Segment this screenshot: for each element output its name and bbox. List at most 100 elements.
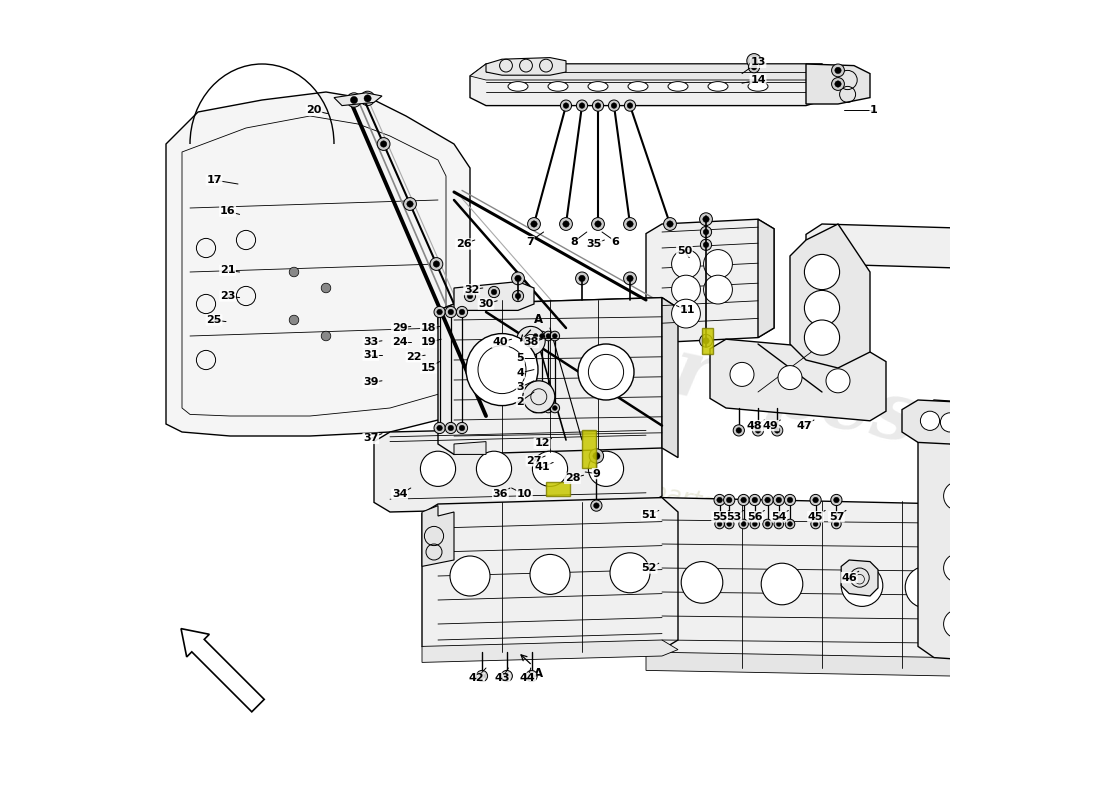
Circle shape bbox=[835, 81, 842, 87]
Circle shape bbox=[778, 366, 802, 390]
Circle shape bbox=[459, 309, 465, 314]
Circle shape bbox=[456, 422, 468, 434]
Polygon shape bbox=[806, 224, 966, 268]
Polygon shape bbox=[470, 64, 838, 106]
Circle shape bbox=[593, 100, 604, 111]
Circle shape bbox=[404, 198, 417, 210]
Circle shape bbox=[804, 320, 839, 355]
Circle shape bbox=[531, 403, 540, 413]
Text: 12: 12 bbox=[535, 438, 550, 448]
Circle shape bbox=[749, 494, 760, 506]
Circle shape bbox=[543, 331, 553, 341]
Text: 5: 5 bbox=[517, 354, 525, 363]
Circle shape bbox=[944, 482, 972, 510]
Circle shape bbox=[407, 201, 414, 207]
Circle shape bbox=[748, 62, 760, 73]
Polygon shape bbox=[710, 339, 886, 421]
Circle shape bbox=[579, 275, 585, 282]
Text: 33: 33 bbox=[363, 338, 378, 347]
Text: 28: 28 bbox=[564, 474, 580, 483]
Circle shape bbox=[752, 425, 763, 436]
Polygon shape bbox=[166, 92, 470, 436]
Circle shape bbox=[351, 96, 358, 104]
Text: 24: 24 bbox=[392, 338, 407, 347]
Text: 8: 8 bbox=[570, 237, 578, 246]
Circle shape bbox=[464, 290, 475, 302]
Circle shape bbox=[361, 91, 375, 106]
Circle shape bbox=[944, 554, 972, 582]
FancyArrow shape bbox=[182, 629, 264, 712]
Circle shape bbox=[921, 411, 939, 430]
Circle shape bbox=[434, 422, 446, 434]
Text: 25: 25 bbox=[207, 315, 222, 325]
Text: 15: 15 bbox=[420, 363, 436, 373]
Circle shape bbox=[725, 519, 734, 529]
Text: 7: 7 bbox=[526, 237, 534, 246]
Text: A: A bbox=[534, 314, 543, 326]
Circle shape bbox=[531, 221, 537, 227]
Circle shape bbox=[960, 414, 980, 434]
Circle shape bbox=[715, 519, 725, 529]
Circle shape bbox=[804, 290, 839, 326]
Circle shape bbox=[550, 331, 560, 341]
Circle shape bbox=[672, 299, 701, 328]
Circle shape bbox=[550, 403, 560, 413]
Circle shape bbox=[456, 306, 468, 318]
Circle shape bbox=[771, 425, 783, 436]
Circle shape bbox=[593, 452, 600, 459]
Circle shape bbox=[703, 242, 708, 248]
Text: 9: 9 bbox=[593, 469, 601, 478]
Circle shape bbox=[488, 286, 499, 298]
Circle shape bbox=[750, 519, 760, 529]
Circle shape bbox=[534, 334, 538, 338]
Text: 36: 36 bbox=[493, 490, 508, 499]
Text: 21: 21 bbox=[220, 266, 235, 275]
Text: 10: 10 bbox=[517, 490, 532, 499]
Circle shape bbox=[575, 272, 589, 285]
Text: 50: 50 bbox=[676, 246, 692, 256]
Circle shape bbox=[595, 103, 601, 108]
Circle shape bbox=[532, 451, 568, 486]
Circle shape bbox=[563, 103, 569, 108]
Circle shape bbox=[774, 427, 780, 434]
Circle shape bbox=[811, 519, 821, 529]
Text: 42: 42 bbox=[469, 674, 484, 683]
Circle shape bbox=[905, 566, 947, 608]
Circle shape bbox=[750, 57, 758, 64]
Circle shape bbox=[764, 497, 770, 503]
Circle shape bbox=[513, 290, 524, 302]
Circle shape bbox=[591, 500, 602, 511]
Circle shape bbox=[944, 418, 972, 446]
Circle shape bbox=[552, 334, 558, 338]
Circle shape bbox=[788, 497, 793, 503]
Circle shape bbox=[543, 403, 553, 413]
Circle shape bbox=[777, 522, 781, 526]
Circle shape bbox=[612, 103, 617, 108]
Circle shape bbox=[752, 497, 758, 503]
Text: 1: 1 bbox=[870, 105, 878, 114]
Circle shape bbox=[813, 497, 818, 503]
Polygon shape bbox=[374, 426, 662, 512]
Circle shape bbox=[717, 522, 722, 526]
Polygon shape bbox=[422, 498, 678, 656]
Circle shape bbox=[810, 494, 822, 506]
Circle shape bbox=[672, 250, 701, 278]
Polygon shape bbox=[918, 400, 998, 661]
Circle shape bbox=[289, 315, 299, 325]
Text: 54: 54 bbox=[771, 512, 786, 522]
Text: 53: 53 bbox=[726, 512, 741, 522]
Text: 43: 43 bbox=[494, 674, 509, 683]
Circle shape bbox=[540, 334, 544, 338]
Circle shape bbox=[381, 141, 387, 147]
Circle shape bbox=[714, 494, 725, 506]
Circle shape bbox=[703, 230, 708, 235]
Text: 16: 16 bbox=[220, 206, 235, 216]
Circle shape bbox=[700, 213, 713, 226]
Circle shape bbox=[446, 422, 456, 434]
Circle shape bbox=[530, 554, 570, 594]
Circle shape bbox=[835, 67, 842, 74]
Circle shape bbox=[834, 497, 839, 503]
Circle shape bbox=[701, 226, 712, 238]
Polygon shape bbox=[422, 506, 454, 566]
Circle shape bbox=[724, 494, 735, 506]
